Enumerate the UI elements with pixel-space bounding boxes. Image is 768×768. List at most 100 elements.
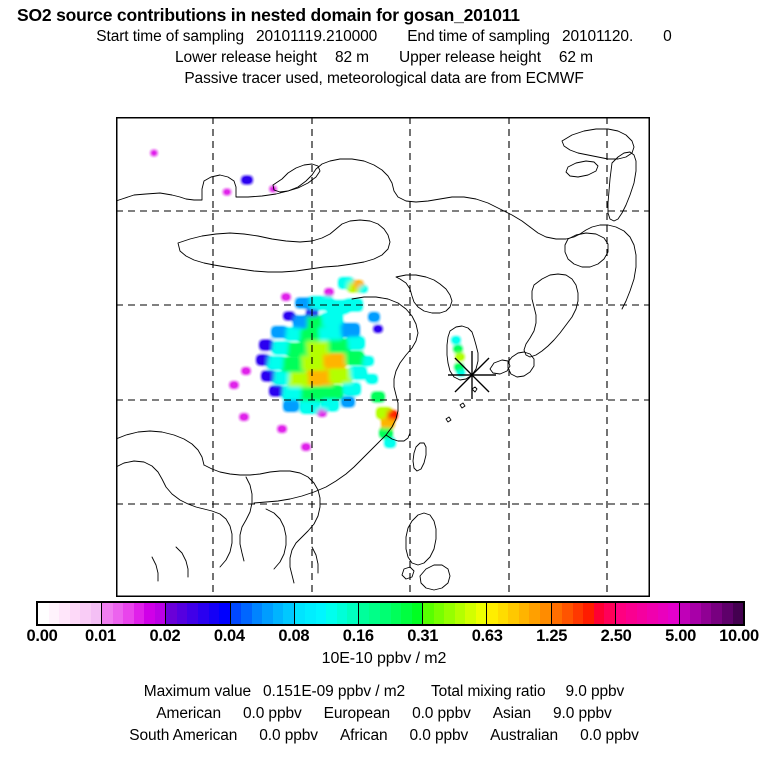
plume-cell xyxy=(346,299,362,311)
upper-release-label: Upper release height xyxy=(399,49,541,66)
plume-cell xyxy=(230,382,238,388)
plume-cell xyxy=(382,418,394,428)
plume-cell xyxy=(284,312,294,320)
plume-cell xyxy=(345,352,363,364)
plume-cell xyxy=(348,337,364,349)
colorbar-tick-0.01: 0.01 xyxy=(84,627,116,645)
upper-release-value: 62 m xyxy=(558,49,593,66)
region-name-south-american: South American xyxy=(129,727,238,744)
colorbar-swatch xyxy=(154,603,166,624)
colorbar-tick-0.16: 0.16 xyxy=(342,627,374,645)
plume-cell xyxy=(329,369,351,383)
region-name-american: American xyxy=(156,705,221,722)
colorbar-swatch xyxy=(347,603,358,624)
plume-cell xyxy=(367,375,377,383)
colorbar-swatch xyxy=(59,603,70,624)
region-value-european: 0.0 ppbv xyxy=(412,705,471,722)
plume-cell xyxy=(283,358,305,372)
region-name-european: European xyxy=(323,705,391,722)
plume-cell xyxy=(270,386,282,396)
colorbar-tick-labels: 0.00 0.01 0.02 0.04 0.08 0.16 0.31 0.63 1.25 2.50… xyxy=(0,627,768,649)
colorbar-segment-7 xyxy=(487,603,552,624)
colorbar-swatch xyxy=(90,603,102,624)
region-value-american: 0.0 ppbv xyxy=(242,705,302,722)
plume-cell xyxy=(274,372,290,384)
colorbar-swatch xyxy=(411,603,423,624)
plume-cell xyxy=(455,364,463,370)
colorbar-swatch xyxy=(423,603,434,624)
colorbar-swatch xyxy=(497,603,509,624)
colorbar-segment-0 xyxy=(38,603,103,624)
plume-cell xyxy=(454,346,462,352)
start-time-label: Start time of sampling xyxy=(96,28,244,45)
plume-cell xyxy=(369,313,379,321)
continent-row-2: South American 0.0 ppbv African 0.0 ppbv Aus… xyxy=(0,725,768,747)
colorbar-tick-0.00: 0.00 xyxy=(26,627,58,645)
plume-cell xyxy=(257,355,269,365)
colorbar-swatch xyxy=(401,603,412,624)
region-value-south-american: 0.0 ppbv xyxy=(259,727,318,744)
colorbar-swatch xyxy=(358,603,370,624)
plume-cell xyxy=(350,367,366,379)
plume-cell xyxy=(294,316,310,328)
plume-cell xyxy=(278,426,286,432)
colorbar-swatch xyxy=(38,603,49,624)
plume-cell xyxy=(342,397,354,407)
plume-cell xyxy=(302,444,310,450)
colorbar-swatch xyxy=(465,603,476,624)
colorbar-swatch xyxy=(144,603,155,624)
colorbar-swatch xyxy=(294,603,306,624)
colorbar-swatch xyxy=(305,603,316,624)
plume-cell xyxy=(374,326,382,332)
colorbar-swatch xyxy=(112,603,124,624)
plume-cell xyxy=(385,439,395,447)
colorbar-swatch xyxy=(262,603,273,624)
plume-cell xyxy=(289,373,311,387)
colorbar-segment-3 xyxy=(230,603,295,624)
plume-cell xyxy=(223,189,231,195)
plume-cell xyxy=(372,392,384,402)
colorbar-swatch xyxy=(711,603,722,624)
plume-cell xyxy=(341,324,359,336)
map-canvas[interactable] xyxy=(116,117,650,597)
colorbar-tick-0.31: 0.31 xyxy=(407,627,439,645)
colorbar-swatch xyxy=(508,603,519,624)
plume-cell xyxy=(310,297,332,309)
colorbar-swatch xyxy=(369,603,380,624)
colorbar-swatch xyxy=(668,603,679,624)
map-frame xyxy=(116,117,650,597)
plume-cell xyxy=(260,340,272,350)
colorbar-swatch xyxy=(551,603,563,624)
colorbar-tick-0.08: 0.08 xyxy=(278,627,310,645)
colorbar-swatch xyxy=(518,603,530,624)
plume-cell xyxy=(322,314,342,326)
colorbar-swatch xyxy=(380,603,391,624)
plume-cell xyxy=(363,357,373,365)
plume-cell xyxy=(322,386,342,398)
colorbar-swatch xyxy=(315,603,327,624)
start-time-value: 20101119.210000 xyxy=(255,28,378,45)
colorbar-swatch xyxy=(572,603,584,624)
colorbar-swatch xyxy=(241,603,252,624)
colorbar xyxy=(36,601,745,626)
maximum-value: 0.151E-09 ppbv / m2 xyxy=(263,683,406,700)
plume-cell xyxy=(300,330,320,342)
colorbar-segment-6 xyxy=(423,603,488,624)
plume-cell xyxy=(272,327,286,337)
colorbar-swatch xyxy=(102,603,113,624)
colorbar-swatch xyxy=(123,603,134,624)
gosan-receptor-star[interactable] xyxy=(448,351,496,399)
plume-cell xyxy=(344,383,360,395)
plume-cell xyxy=(288,344,308,356)
map-panel xyxy=(116,117,650,597)
plume-cell xyxy=(353,281,363,289)
colorbar-tick-5.00: 5.00 xyxy=(665,627,696,645)
plume-cell xyxy=(328,340,348,352)
colorbar-segment-4 xyxy=(294,603,359,624)
colorbar-swatch xyxy=(583,603,594,624)
plume-cell xyxy=(380,428,392,438)
plume-cell xyxy=(296,298,310,308)
colorbar-swatch xyxy=(272,603,284,624)
colorbar-swatch xyxy=(80,603,91,624)
plume-cell xyxy=(262,371,274,381)
